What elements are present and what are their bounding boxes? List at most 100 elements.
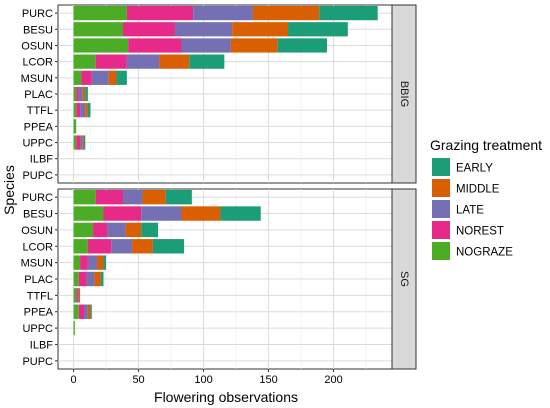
- x-tick-label: 150: [259, 374, 277, 386]
- bar-sg-osun-late: [107, 222, 126, 238]
- bar-sg-besu-late: [141, 206, 182, 221]
- bar-sg-lcor-norest: [87, 239, 112, 254]
- bar-sg-purc-late: [122, 189, 143, 205]
- bar-sg-ppea-early: [90, 304, 92, 319]
- panel-bbig: PURC BESU OSUN LCOR MSUN PLAC TTFL PPEA UPPC ILBF…: [21, 4, 417, 184]
- bar-bbig-lcor-norest: [95, 54, 127, 69]
- x-tick-label: 200: [324, 374, 342, 386]
- bar-sg-purc-middle: [142, 189, 166, 205]
- bar-sg-purc-nograze: [73, 189, 96, 205]
- x-axis-label: Flowering observations: [154, 389, 298, 405]
- legend-label-norest: NOREST: [456, 226, 504, 238]
- y-tick-label: PUPC: [22, 170, 53, 182]
- bar-bbig-ttfl-norest: [76, 103, 81, 118]
- y-tick-label: PLAC: [24, 89, 53, 101]
- bar-sg-besu-middle: [181, 206, 221, 221]
- bar-sg-purc-norest: [95, 189, 123, 205]
- bar-sg-plac-late: [86, 271, 95, 287]
- facet-strip: [391, 4, 417, 184]
- bar-bbig-osun-early: [277, 38, 328, 53]
- bar-bbig-osun-middle: [230, 38, 278, 53]
- bar-bbig-lcor-middle: [159, 54, 190, 69]
- facet-strip-label: SG: [398, 271, 410, 287]
- bar-sg-lcor-early: [152, 239, 185, 254]
- bar-sg-lcor-middle: [132, 239, 153, 254]
- bar-sg-plac-early: [100, 271, 104, 287]
- bar-sg-osun-norest: [93, 222, 108, 238]
- bar-sg-msun-norest: [80, 255, 88, 270]
- y-tick-label: MSUN: [21, 258, 53, 270]
- bar-sg-ttfl-late: [77, 288, 79, 303]
- legend-swatch-early: [432, 158, 450, 176]
- bar-sg-plac-nograze: [73, 271, 79, 287]
- bar-sg-ppea-nograze: [73, 304, 79, 319]
- y-tick-label: PURC: [22, 192, 53, 204]
- y-tick-label: PPEA: [24, 307, 54, 319]
- bar-bbig-ttfl-middle: [85, 103, 88, 118]
- legend-swatch-late: [432, 200, 450, 218]
- y-tick-label: OSUN: [21, 225, 53, 237]
- bar-bbig-lcor-nograze: [73, 54, 96, 69]
- bar-sg-msun-nograze: [73, 255, 81, 270]
- y-tick-label: PUPC: [22, 356, 53, 368]
- bar-bbig-besu-norest: [122, 22, 175, 37]
- y-tick-label: ILBF: [30, 154, 54, 166]
- bar-sg-osun-middle: [125, 222, 142, 238]
- legend-swatch-nograze: [432, 242, 450, 260]
- y-tick-label: PPEA: [24, 121, 54, 133]
- y-tick-label: PURC: [22, 8, 53, 20]
- y-tick-label: LCOR: [22, 241, 53, 253]
- bar-sg-plac-norest: [78, 271, 87, 287]
- legend-swatch-middle: [432, 179, 450, 197]
- bar-sg-besu-norest: [103, 206, 142, 221]
- panel-sg: PURC BESU OSUN LCOR MSUN PLAC TTFL PPEA UPPC ILBF…: [21, 188, 417, 370]
- bar-sg-ppea-norest: [78, 304, 84, 319]
- y-tick-label: UPPC: [22, 323, 53, 335]
- bar-sg-lcor-late: [111, 239, 133, 254]
- bar-bbig-besu-late: [174, 22, 233, 37]
- bar-bbig-purc-middle: [252, 5, 320, 21]
- bar-sg-msun-middle: [96, 255, 104, 270]
- bar-sg-plac-middle: [94, 271, 101, 287]
- bar-bbig-uppc-middle: [82, 135, 84, 150]
- bar-sg-msun-late: [87, 255, 97, 270]
- bar-bbig-ttfl-nograze: [73, 103, 77, 118]
- bar-bbig-uppc-norest: [76, 135, 81, 150]
- y-tick-label: ILBF: [30, 339, 54, 351]
- bar-sg-besu-early: [220, 206, 261, 221]
- bar-bbig-plac-norest: [76, 86, 79, 102]
- x-tick-label: 50: [132, 374, 144, 386]
- bar-bbig-msun-norest: [81, 70, 92, 85]
- bar-sg-ppea-middle: [87, 304, 91, 319]
- y-tick-label: UPPC: [22, 138, 53, 150]
- bar-bbig-besu-middle: [232, 22, 289, 37]
- bar-sg-msun-early: [103, 255, 107, 270]
- y-tick-label: TTFL: [27, 290, 53, 302]
- y-tick-label: MSUN: [21, 73, 53, 85]
- x-tick-label: 100: [194, 374, 212, 386]
- bar-bbig-msun-nograze: [73, 70, 82, 85]
- y-tick-label: OSUN: [21, 40, 53, 52]
- legend-label-nograze: NOGRAZE: [456, 247, 513, 259]
- bar-sg-uppc-nograze: [73, 320, 75, 336]
- x-tick-label: 0: [71, 374, 77, 386]
- bar-sg-ttfl-norest: [76, 288, 78, 303]
- bar-bbig-plac-early: [85, 86, 88, 102]
- bar-bbig-plac-late: [78, 86, 83, 102]
- bar-bbig-msun-late: [91, 70, 109, 85]
- bar-bbig-ttfl-late: [80, 103, 86, 118]
- bar-bbig-ttfl-early: [87, 103, 91, 118]
- bar-bbig-besu-early: [288, 22, 348, 37]
- bar-bbig-msun-middle: [108, 70, 117, 85]
- bar-sg-ppea-late: [83, 304, 88, 319]
- bar-sg-besu-nograze: [73, 206, 104, 221]
- legend-label-late: LATE: [456, 205, 484, 217]
- bar-bbig-msun-early: [116, 70, 127, 85]
- bar-bbig-plac-middle: [82, 86, 86, 102]
- bar-bbig-uppc-early: [83, 135, 86, 150]
- facet-strip-label: BBIG: [398, 81, 410, 107]
- bar-bbig-besu-nograze: [73, 22, 123, 37]
- bar-bbig-uppc-late: [80, 135, 83, 150]
- bar-bbig-purc-late: [193, 5, 253, 21]
